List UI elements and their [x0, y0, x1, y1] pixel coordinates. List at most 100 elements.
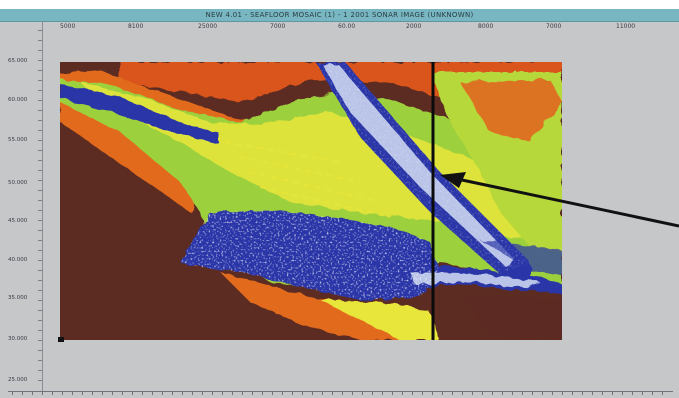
x-tick-mark	[32, 391, 33, 395]
x-tick-mark	[492, 391, 493, 395]
x-tick-mark	[302, 391, 303, 395]
y-tick-mark	[38, 90, 42, 91]
x-tick-mark	[122, 391, 123, 395]
y-tick-mark	[38, 220, 42, 221]
x-tick-mark	[352, 391, 353, 395]
x-tick-mark	[622, 391, 623, 395]
x-tick-mark	[182, 391, 183, 395]
y-tick-label: 45.000	[8, 218, 28, 224]
x-tick-mark	[102, 391, 103, 395]
x-tick-label: 25000	[198, 23, 218, 30]
y-tick-mark	[38, 190, 42, 191]
x-tick-mark	[22, 391, 23, 395]
x-axis-line	[8, 391, 673, 392]
x-tick-mark	[432, 391, 433, 395]
x-tick-mark	[662, 391, 663, 395]
x-tick-label: 60.00	[338, 23, 356, 30]
x-tick-label: 8000	[478, 23, 494, 30]
x-tick-mark	[282, 391, 283, 395]
yellow-shoal-bottom	[320, 300, 440, 340]
x-tick-mark	[582, 391, 583, 395]
window-title: NEW 4.01 - SEAFLOOR MOSAIC (1) - 1 2001 …	[205, 11, 474, 19]
x-tick-label: 7000	[546, 23, 562, 30]
y-tick-label: 40.000	[8, 257, 28, 263]
x-tick-mark	[342, 391, 343, 395]
y-tick-mark	[38, 230, 42, 231]
x-tick-label: 8100	[128, 23, 144, 30]
x-tick-mark	[592, 391, 593, 395]
y-axis-line	[42, 21, 43, 391]
y-tick-label: 30.000	[8, 336, 28, 342]
x-tick-mark	[162, 391, 163, 395]
y-tick-label: 35.000	[8, 295, 28, 301]
x-tick-mark	[262, 391, 263, 395]
x-tick-label: 2000	[406, 23, 422, 30]
x-tick-mark	[292, 391, 293, 395]
x-tick-mark	[612, 391, 613, 395]
x-tick-mark	[362, 391, 363, 395]
y-tick-mark	[38, 50, 42, 51]
y-tick-mark	[38, 180, 42, 181]
y-tick-mark	[38, 110, 42, 111]
x-tick-mark	[272, 391, 273, 395]
sonar-mosaic-image[interactable]	[60, 62, 562, 340]
x-tick-mark	[82, 391, 83, 395]
x-tick-mark	[392, 391, 393, 395]
y-tick-mark	[38, 210, 42, 211]
x-tick-mark	[52, 391, 53, 395]
plot-corner-marker	[58, 337, 64, 342]
y-tick-mark	[38, 350, 42, 351]
x-tick-mark	[92, 391, 93, 395]
x-tick-mark	[532, 391, 533, 395]
y-tick-mark	[38, 70, 42, 71]
x-tick-mark	[402, 391, 403, 395]
y-tick-mark	[38, 240, 42, 241]
x-tick-mark	[522, 391, 523, 395]
x-tick-mark	[12, 391, 13, 395]
y-tick-mark	[38, 260, 42, 261]
y-tick-mark	[38, 320, 42, 321]
y-tick-mark	[38, 370, 42, 371]
y-tick-mark	[38, 380, 42, 381]
y-tick-mark	[38, 80, 42, 81]
x-tick-mark	[252, 391, 253, 395]
y-tick-mark	[38, 200, 42, 201]
y-tick-label: 50.000	[8, 180, 28, 186]
y-tick-mark	[38, 40, 42, 41]
y-tick-mark	[38, 340, 42, 341]
y-tick-mark	[38, 60, 42, 61]
lower-channel-light	[410, 272, 540, 288]
y-tick-label: 60.000	[8, 97, 28, 103]
x-tick-mark	[472, 391, 473, 395]
x-tick-mark	[312, 391, 313, 395]
x-tick-mark	[42, 391, 43, 395]
y-tick-mark	[38, 170, 42, 171]
y-tick-mark	[38, 300, 42, 301]
x-tick-mark	[62, 391, 63, 395]
y-tick-mark	[38, 160, 42, 161]
y-tick-mark	[38, 130, 42, 131]
x-tick-label: 7000	[270, 23, 286, 30]
y-tick-mark	[38, 150, 42, 151]
x-tick-mark	[232, 391, 233, 395]
x-tick-mark	[172, 391, 173, 395]
basin-speckle-texture	[180, 210, 440, 300]
x-tick-mark	[72, 391, 73, 395]
x-tick-mark	[212, 391, 213, 395]
y-tick-mark	[38, 140, 42, 141]
x-tick-mark	[202, 391, 203, 395]
x-tick-mark	[512, 391, 513, 395]
window-title-bar[interactable]: NEW 4.01 - SEAFLOOR MOSAIC (1) - 1 2001 …	[0, 9, 679, 22]
x-tick-mark	[222, 391, 223, 395]
sand-ripples	[224, 141, 391, 218]
x-tick-mark	[322, 391, 323, 395]
x-tick-mark	[372, 391, 373, 395]
x-tick-mark	[132, 391, 133, 395]
sonar-mosaic-graphic	[60, 62, 562, 340]
x-tick-label: 5000	[60, 23, 76, 30]
x-tick-mark	[562, 391, 563, 395]
x-tick-mark	[192, 391, 193, 395]
x-tick-mark	[542, 391, 543, 395]
x-tick-mark	[482, 391, 483, 395]
x-tick-mark	[382, 391, 383, 395]
